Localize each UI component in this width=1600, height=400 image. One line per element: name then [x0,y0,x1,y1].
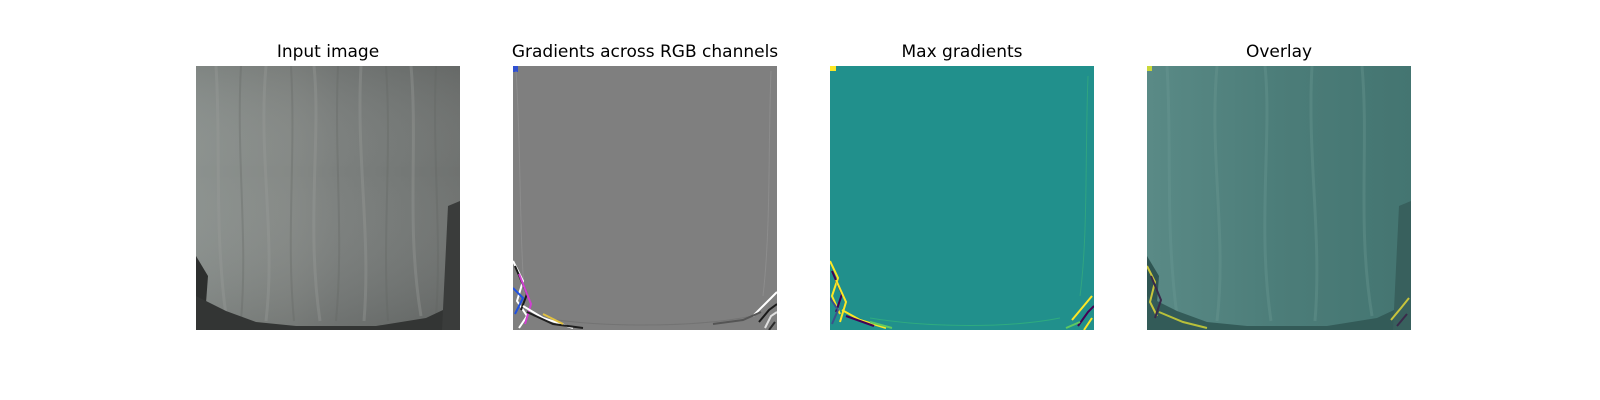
panel-title-max-gradients: Max gradients [901,42,1023,62]
input-image [196,66,460,330]
panel-title-overlay: Overlay [1245,42,1313,62]
overlay-image [1147,66,1411,330]
max-gradients-image [830,66,1094,330]
panel-title-gradients-rgb: Gradients across RGB channels [511,42,779,62]
gradients-rgb-image [513,66,777,330]
panel-title-input-image: Input image [276,42,380,62]
